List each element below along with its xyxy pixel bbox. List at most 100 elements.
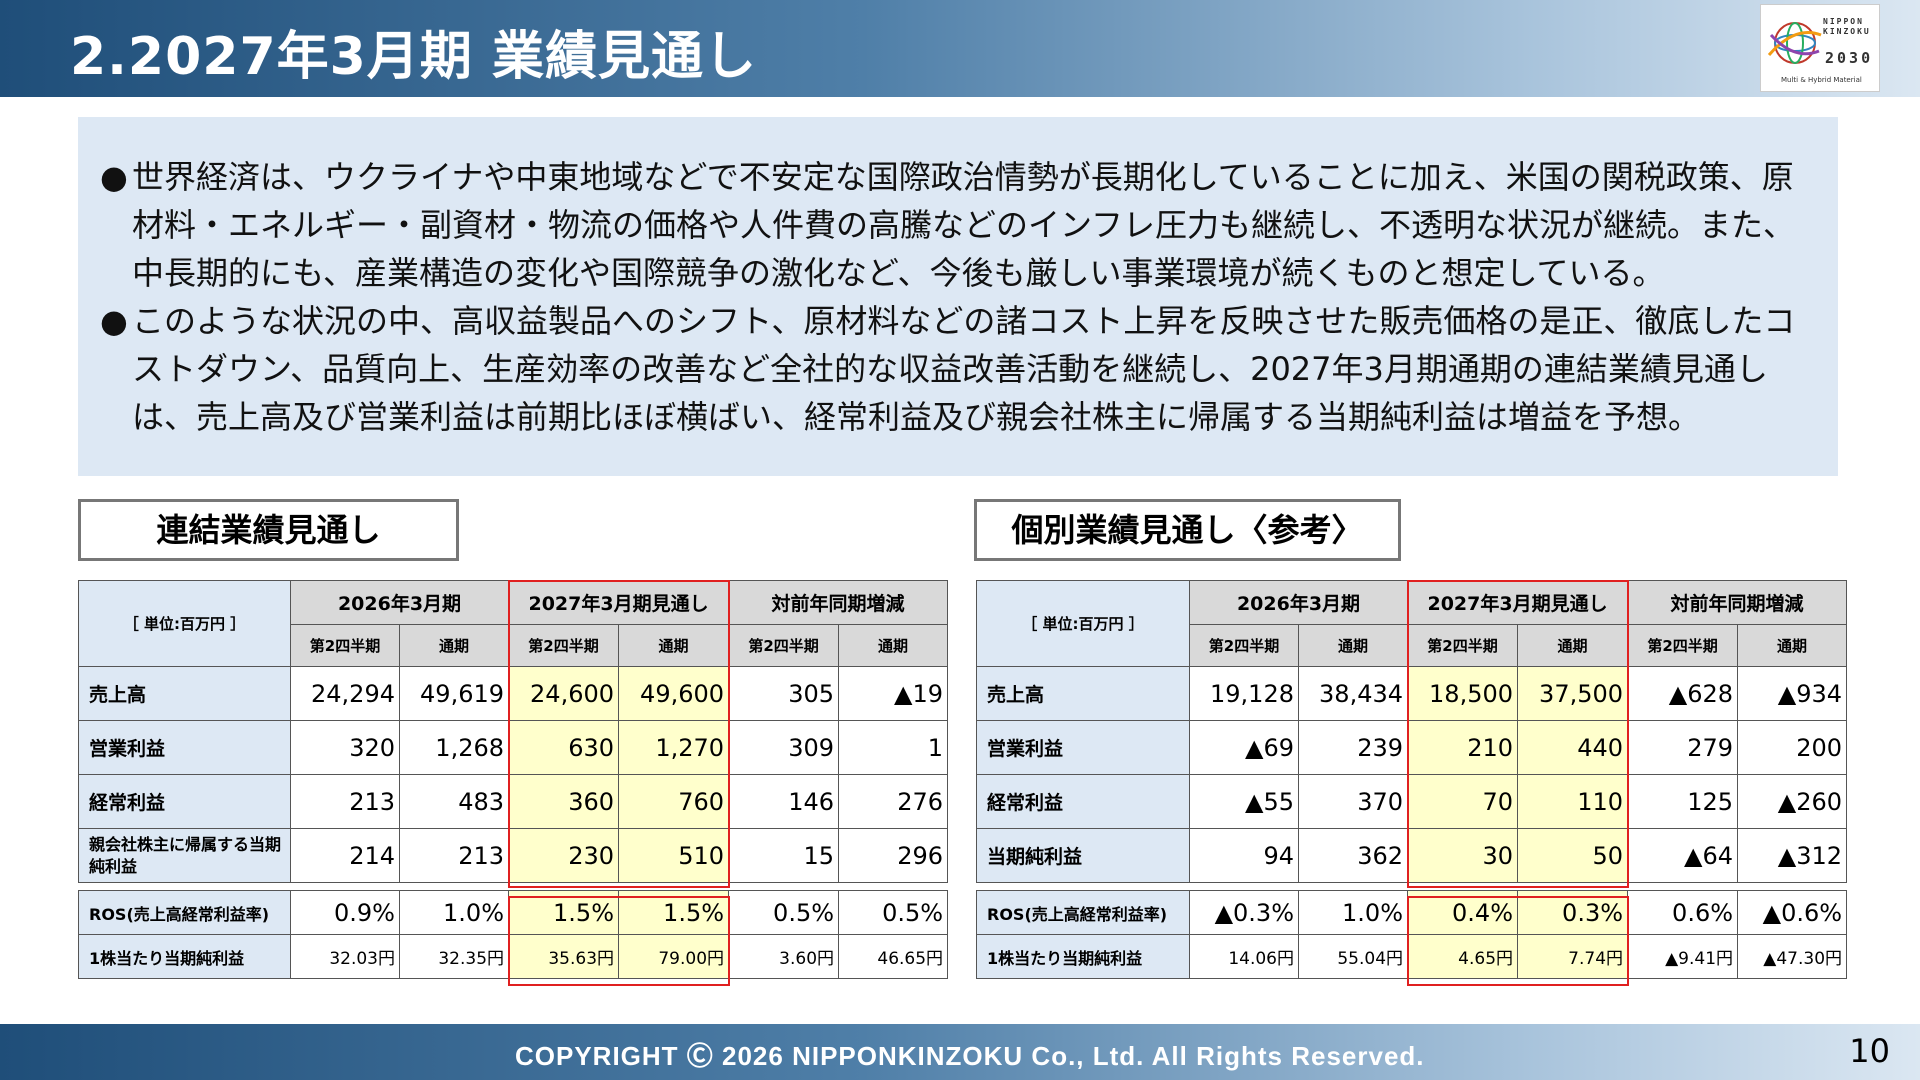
unit-label: ［ 単位:百万円 ］ [976, 580, 1190, 667]
cell-value: 0.5% [838, 890, 949, 935]
column-header: 第2四半期 [290, 624, 400, 667]
table-row: 経常利益 213 483 360 760 146 276 [78, 774, 949, 829]
row-label: 売上高 [976, 666, 1190, 721]
company-logo: NIPPON KINZOKU 2030 Multi & Hybrid Mater… [1760, 4, 1880, 92]
cell-value: 110 [1517, 774, 1629, 829]
cell-value: 50 [1517, 828, 1629, 883]
table-row: 当期純利益 94 362 30 50 ▲64 ▲312 [976, 828, 1848, 883]
cell-value: 24,600 [508, 666, 620, 721]
table-row: 売上高 24,294 49,619 24,600 49,600 305 ▲19 [78, 666, 949, 721]
cell-value: 79.00円 [618, 934, 730, 979]
cell-value: 279 [1627, 720, 1739, 775]
cell-value: 49,600 [618, 666, 730, 721]
cell-value: 1,270 [618, 720, 730, 775]
summary-bullet: ● 世界経済は、ウクライナや中東地域などで不安定な国際政治情勢が長期化しているこ… [100, 153, 1820, 297]
summary-bullet: ● このような状況の中、高収益製品へのシフト、原材料などの諸コスト上昇を反映させ… [100, 297, 1820, 441]
table-row: 1株当たり当期純利益 14.06円 55.04円 4.65円 7.74円 ▲9.… [976, 934, 1848, 979]
cell-value: ▲0.3% [1189, 890, 1299, 935]
row-label: 親会社株主に帰属する当期純利益 [78, 828, 291, 883]
row-label: 営業利益 [976, 720, 1190, 775]
globe-logo-icon [1767, 22, 1822, 64]
cell-value: 18,500 [1407, 666, 1519, 721]
group-header: 2026年3月期 [289, 580, 510, 625]
cell-value: 3.60円 [728, 934, 840, 979]
cell-value: 214 [290, 828, 400, 883]
cell-value: ▲55 [1189, 774, 1299, 829]
group-header-forecast: 2027年3月期見通し [508, 580, 730, 625]
cell-value: 362 [1297, 828, 1409, 883]
cell-value: 440 [1517, 720, 1629, 775]
cell-value: 296 [838, 828, 949, 883]
bullet-dot-icon: ● [100, 302, 128, 340]
cell-value: 7.74円 [1517, 934, 1629, 979]
table-spacer [976, 882, 1847, 891]
cell-value: 213 [398, 828, 510, 883]
cell-value: 32.03円 [290, 934, 400, 979]
cell-value: 1 [838, 720, 949, 775]
column-header: 第2四半期 [728, 624, 840, 667]
header-bar: 2.2027年3月期 業績見通し NIPPON KINZOKU 2030 Mul… [0, 0, 1920, 97]
cell-value: ▲0.6% [1737, 890, 1848, 935]
cell-value: 146 [728, 774, 840, 829]
cell-value: 230 [508, 828, 620, 883]
cell-value: 370 [1297, 774, 1409, 829]
cell-value: ▲260 [1737, 774, 1848, 829]
group-header: 対前年同期増減 [728, 580, 949, 625]
row-label: 1株当たり当期純利益 [976, 934, 1190, 979]
column-header: 通期 [1737, 624, 1848, 667]
page-number: 10 [1849, 1032, 1890, 1070]
cell-value: ▲19 [838, 666, 949, 721]
cell-value: 24,294 [290, 666, 400, 721]
group-header: 2026年3月期 [1188, 580, 1409, 625]
column-header: 通期 [1517, 624, 1629, 667]
cell-value: ▲312 [1737, 828, 1848, 883]
cell-value: 1.0% [1297, 890, 1409, 935]
column-header: 通期 [1297, 624, 1409, 667]
cell-value: 55.04円 [1297, 934, 1409, 979]
table-spacer [78, 882, 948, 891]
group-header-forecast: 2027年3月期見通し [1407, 580, 1629, 625]
consolidated-table: ［ 単位:百万円 ］ 2026年3月期 2027年3月期見通し 対前年同期増減 … [78, 580, 949, 979]
row-label: ROS(売上高経常利益率) [976, 890, 1190, 935]
row-label: 当期純利益 [976, 828, 1190, 883]
table-row: 営業利益 ▲69 239 210 440 279 200 [976, 720, 1848, 775]
row-label: 経常利益 [976, 774, 1190, 829]
cell-value: 200 [1737, 720, 1848, 775]
copyright-text: COPYRIGHT Ⓒ 2026 NIPPONKINZOKU Co., Ltd.… [515, 1041, 1425, 1071]
table-row: ROS(売上高経常利益率) 0.9% 1.0% 1.5% 1.5% 0.5% 0… [78, 890, 949, 935]
cell-value: 15 [728, 828, 840, 883]
standalone-table: ［ 単位:百万円 ］ 2026年3月期 2027年3月期見通し 対前年同期増減 … [976, 580, 1848, 979]
logo-tagline: Multi & Hybrid Material [1781, 76, 1862, 84]
cell-value: 213 [290, 774, 400, 829]
cell-value: 19,128 [1189, 666, 1299, 721]
column-header: 第2四半期 [508, 624, 620, 667]
cell-value: 0.6% [1627, 890, 1739, 935]
cell-value: 630 [508, 720, 620, 775]
column-header: 第2四半期 [1189, 624, 1299, 667]
page-title: 2.2027年3月期 業績見通し [70, 27, 757, 87]
logo-text-nippon: NIPPON [1823, 17, 1864, 26]
cell-value: 305 [728, 666, 840, 721]
cell-value: 0.5% [728, 890, 840, 935]
group-header: 対前年同期増減 [1627, 580, 1848, 625]
column-header: 通期 [838, 624, 949, 667]
logo-text-kinzoku: KINZOKU [1823, 27, 1871, 36]
row-label: 売上高 [78, 666, 291, 721]
consolidated-title: 連結業績見通し [78, 499, 459, 561]
cell-value: 14.06円 [1189, 934, 1299, 979]
cell-value: 210 [1407, 720, 1519, 775]
cell-value: 483 [398, 774, 510, 829]
cell-value: 276 [838, 774, 949, 829]
cell-value: 94 [1189, 828, 1299, 883]
cell-value: 0.9% [290, 890, 400, 935]
row-label: ROS(売上高経常利益率) [78, 890, 291, 935]
cell-value: 0.3% [1517, 890, 1629, 935]
cell-value: ▲628 [1627, 666, 1739, 721]
cell-value: 320 [290, 720, 400, 775]
cell-value: 70 [1407, 774, 1519, 829]
table-row: 親会社株主に帰属する当期純利益 214 213 230 510 15 296 [78, 828, 949, 883]
cell-value: 1.5% [618, 890, 730, 935]
cell-value: 1,268 [398, 720, 510, 775]
cell-value: 510 [618, 828, 730, 883]
cell-value: 309 [728, 720, 840, 775]
